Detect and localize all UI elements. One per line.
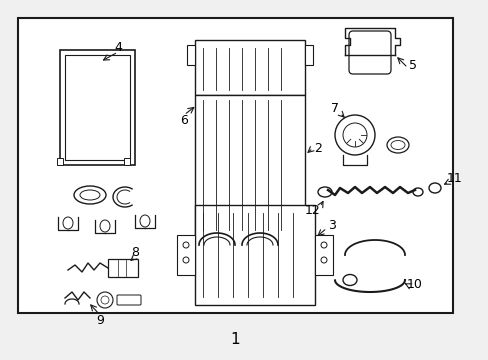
Ellipse shape xyxy=(390,140,404,149)
FancyBboxPatch shape xyxy=(117,295,141,305)
Ellipse shape xyxy=(140,215,150,227)
Ellipse shape xyxy=(100,220,110,232)
Text: 2: 2 xyxy=(313,141,321,154)
Circle shape xyxy=(101,296,109,304)
Text: 12: 12 xyxy=(305,203,320,216)
Text: 9: 9 xyxy=(96,314,104,327)
Circle shape xyxy=(183,242,189,248)
Bar xyxy=(195,40,305,95)
Circle shape xyxy=(320,242,326,248)
Bar xyxy=(18,18,452,313)
FancyBboxPatch shape xyxy=(348,31,390,74)
Ellipse shape xyxy=(412,188,422,196)
Bar xyxy=(177,235,195,275)
Ellipse shape xyxy=(317,187,331,197)
Bar xyxy=(108,259,138,277)
Ellipse shape xyxy=(80,190,100,200)
Circle shape xyxy=(183,257,189,263)
Bar xyxy=(57,158,63,165)
Ellipse shape xyxy=(74,186,106,204)
Bar xyxy=(195,205,314,305)
Text: 1: 1 xyxy=(230,333,239,347)
Ellipse shape xyxy=(63,217,73,229)
Text: 10: 10 xyxy=(406,279,422,292)
Bar xyxy=(18,18,452,313)
Text: 7: 7 xyxy=(330,102,338,114)
Text: 8: 8 xyxy=(131,246,139,258)
Ellipse shape xyxy=(386,137,408,153)
Text: 6: 6 xyxy=(180,113,187,126)
Ellipse shape xyxy=(342,274,356,285)
Circle shape xyxy=(320,257,326,263)
Text: 4: 4 xyxy=(114,41,122,54)
Bar xyxy=(60,50,135,165)
Text: 11: 11 xyxy=(446,171,462,185)
Text: 5: 5 xyxy=(408,59,416,72)
Circle shape xyxy=(97,292,113,308)
Bar xyxy=(65,55,130,160)
Bar xyxy=(305,45,312,65)
Bar xyxy=(186,45,195,65)
Text: 3: 3 xyxy=(327,219,335,231)
Bar xyxy=(195,95,305,235)
Circle shape xyxy=(334,115,374,155)
Ellipse shape xyxy=(428,183,440,193)
Bar xyxy=(124,158,130,165)
Bar xyxy=(314,235,332,275)
Circle shape xyxy=(342,123,366,147)
